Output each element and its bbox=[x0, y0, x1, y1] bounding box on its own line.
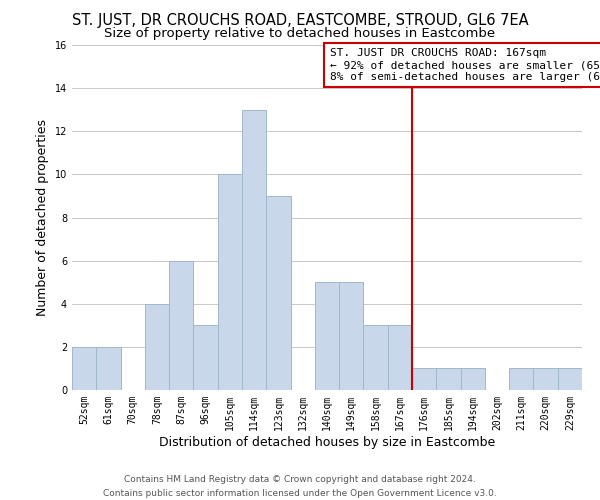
Y-axis label: Number of detached properties: Number of detached properties bbox=[36, 119, 49, 316]
Bar bbox=[96, 347, 121, 390]
Bar bbox=[218, 174, 242, 390]
Bar bbox=[509, 368, 533, 390]
Bar bbox=[315, 282, 339, 390]
Bar bbox=[436, 368, 461, 390]
Bar bbox=[193, 326, 218, 390]
Bar bbox=[339, 282, 364, 390]
X-axis label: Distribution of detached houses by size in Eastcombe: Distribution of detached houses by size … bbox=[159, 436, 495, 448]
Text: Size of property relative to detached houses in Eastcombe: Size of property relative to detached ho… bbox=[104, 28, 496, 40]
Bar bbox=[169, 260, 193, 390]
Bar bbox=[145, 304, 169, 390]
Text: Contains HM Land Registry data © Crown copyright and database right 2024.
Contai: Contains HM Land Registry data © Crown c… bbox=[103, 476, 497, 498]
Text: ST. JUST, DR CROUCHS ROAD, EASTCOMBE, STROUD, GL6 7EA: ST. JUST, DR CROUCHS ROAD, EASTCOMBE, ST… bbox=[71, 12, 529, 28]
Text: ST. JUST DR CROUCHS ROAD: 167sqm
← 92% of detached houses are smaller (65)
8% of: ST. JUST DR CROUCHS ROAD: 167sqm ← 92% o… bbox=[329, 48, 600, 82]
Bar bbox=[388, 326, 412, 390]
Bar bbox=[461, 368, 485, 390]
Bar bbox=[558, 368, 582, 390]
Bar bbox=[242, 110, 266, 390]
Bar bbox=[412, 368, 436, 390]
Bar bbox=[533, 368, 558, 390]
Bar bbox=[364, 326, 388, 390]
Bar bbox=[266, 196, 290, 390]
Bar bbox=[72, 347, 96, 390]
